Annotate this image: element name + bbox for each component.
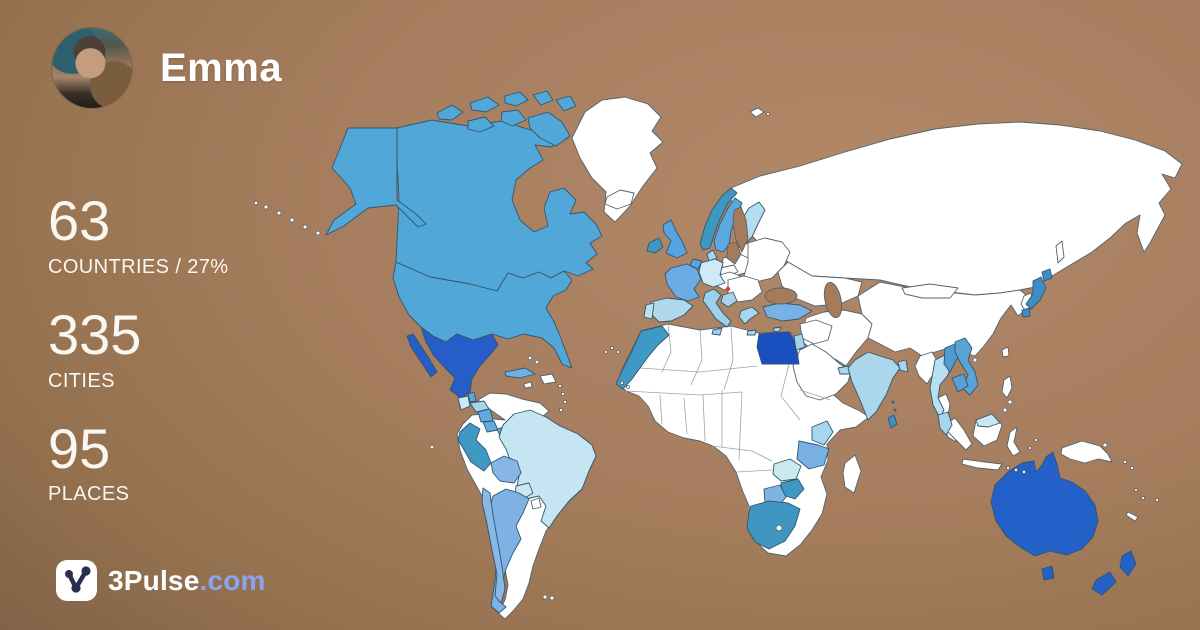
country-iceland — [604, 189, 635, 210]
country-mexico — [420, 326, 499, 399]
country-china — [857, 281, 1029, 357]
country-morocco — [615, 325, 670, 390]
jamaica — [523, 381, 533, 389]
sulawesi — [1006, 426, 1021, 457]
java — [961, 458, 1003, 471]
country-israel-jordan — [793, 333, 806, 351]
country-denmark — [706, 249, 718, 262]
country-germany — [698, 258, 726, 288]
country-cambodia — [951, 373, 969, 393]
stat-cities-label: CITIES — [48, 369, 115, 392]
sumatra — [945, 417, 973, 451]
country-guatemala — [457, 395, 471, 411]
cyprus — [772, 326, 782, 333]
gulf-of-bothnia — [732, 206, 749, 253]
country-malaysia-borneo — [975, 413, 1001, 428]
lesotho — [775, 524, 783, 532]
country-bangladesh — [897, 359, 909, 373]
country-new-zealand-south — [1091, 571, 1117, 596]
country-greece — [738, 306, 760, 325]
country-malaysia — [937, 411, 953, 436]
country-uruguay — [530, 497, 542, 510]
pulse-nodes-icon — [65, 566, 91, 593]
country-portugal — [643, 302, 655, 320]
canada-arctic-islands — [436, 90, 577, 147]
country-myanmar — [914, 351, 939, 385]
marker-red-dot — [725, 286, 731, 292]
country-ireland — [646, 237, 664, 254]
country-vietnam — [954, 337, 979, 396]
country-mexico-baja — [406, 333, 438, 378]
country-australia — [990, 451, 1099, 557]
country-croatia — [720, 291, 738, 308]
country-belize — [467, 391, 477, 403]
country-turkey — [762, 302, 813, 322]
crete — [746, 329, 757, 336]
papua-new-guinea — [1060, 440, 1113, 464]
hispaniola — [539, 373, 557, 385]
country-bolivia — [490, 455, 522, 484]
country-alaska — [325, 127, 427, 236]
country-cuba — [504, 367, 536, 379]
stats-panel: 63 COUNTRIES / 27% 335 CITIES 95 PLACES — [48, 189, 229, 533]
avatar — [52, 28, 132, 108]
stat-places: 95 PLACES — [48, 416, 228, 507]
brand-name: 3Pulse — [108, 564, 200, 596]
country-canada — [395, 119, 603, 292]
country-tanzania — [796, 440, 830, 470]
country-egypt — [756, 331, 800, 365]
landmasses-unvisited — [456, 96, 1183, 620]
country-greenland — [571, 96, 664, 223]
caspian-sea — [823, 281, 843, 319]
user-name: Emma — [160, 45, 283, 90]
country-france — [664, 263, 702, 302]
stat-countries: 63 COUNTRIES / 27% — [48, 189, 229, 279]
svalbard — [749, 107, 765, 118]
brand-logo — [56, 560, 97, 601]
stat-countries-value: 63 — [48, 189, 111, 252]
stat-cities: 335 CITIES — [48, 302, 228, 393]
stat-places-label: PLACES — [48, 483, 130, 506]
country-philippines — [1001, 375, 1013, 399]
country-norway — [699, 187, 738, 251]
tasmania — [1041, 565, 1055, 581]
country-borders — [625, 323, 831, 509]
stat-places-value: 95 — [48, 416, 111, 480]
brand-footer[interactable]: 3Pulse.com — [56, 560, 266, 601]
country-madagascar — [842, 454, 862, 494]
country-united-kingdom — [662, 219, 688, 259]
maldives-dots — [891, 400, 897, 412]
country-chile — [481, 487, 506, 604]
country-new-zealand-north — [1119, 550, 1137, 577]
header: Emma — [52, 28, 282, 108]
country-taiwan — [1001, 346, 1010, 358]
country-south-africa — [746, 500, 801, 550]
country-italy — [702, 288, 732, 328]
country-japan — [1021, 268, 1053, 318]
country-india — [847, 351, 901, 421]
country-zambia — [772, 458, 802, 482]
inland-seas — [726, 206, 843, 319]
sicily — [711, 327, 723, 336]
country-kenya — [811, 420, 834, 446]
country-sri-lanka — [887, 414, 898, 429]
black-sea — [764, 287, 798, 305]
stat-cities-value: 335 — [48, 302, 142, 366]
new-caledonia — [1125, 511, 1139, 522]
stat-countries-label: COUNTRIES / 27% — [48, 255, 229, 278]
brand-text: 3Pulse.com — [108, 565, 266, 597]
small-islands — [253, 112, 1159, 601]
sakhalin — [1055, 240, 1065, 264]
brand-domain: .com — [199, 564, 266, 596]
country-spain — [650, 297, 694, 323]
country-mongolia — [901, 283, 959, 299]
baltic-sea — [726, 241, 742, 265]
countries-visited — [325, 90, 1137, 614]
arabia — [792, 343, 852, 401]
